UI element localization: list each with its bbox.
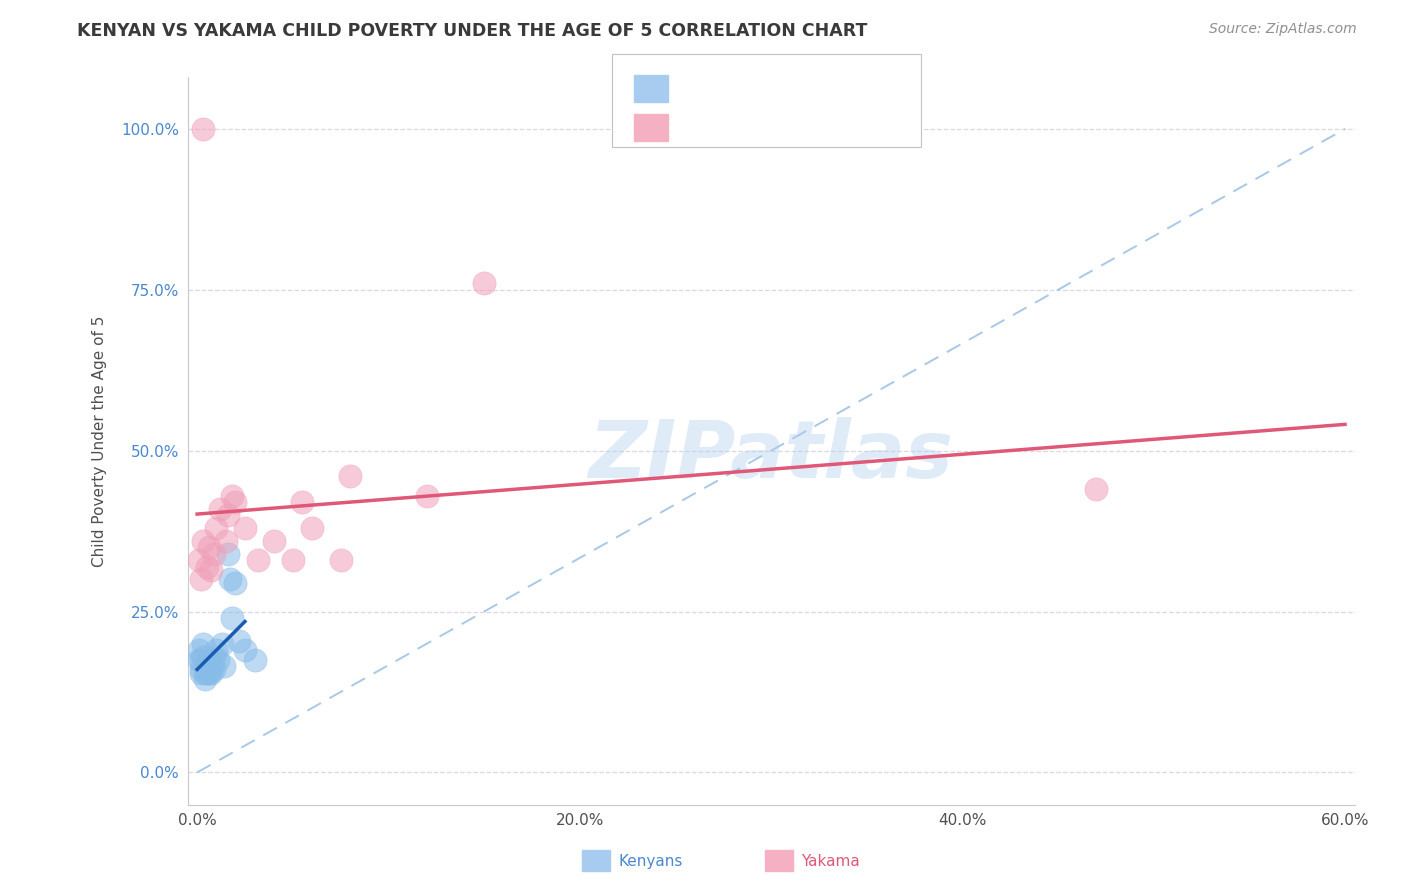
- Point: [202, 547, 225, 561]
- Point: [1085, 483, 1108, 497]
- Point: [197, 540, 219, 554]
- Point: [188, 553, 211, 567]
- Point: [194, 665, 217, 680]
- Text: KENYAN VS YAKAMA CHILD POVERTY UNDER THE AGE OF 5 CORRELATION CHART: KENYAN VS YAKAMA CHILD POVERTY UNDER THE…: [77, 22, 868, 40]
- Point: [197, 665, 219, 680]
- Point: [472, 277, 495, 291]
- Point: [224, 575, 246, 590]
- Point: [215, 533, 238, 548]
- Text: ZIPatlas: ZIPatlas: [589, 417, 953, 494]
- Point: [188, 643, 211, 657]
- Point: [212, 659, 235, 673]
- Point: [233, 643, 256, 657]
- Point: [301, 521, 323, 535]
- Point: [200, 659, 222, 673]
- Point: [195, 665, 218, 680]
- Y-axis label: Child Poverty Under the Age of 5: Child Poverty Under the Age of 5: [93, 316, 107, 566]
- Point: [188, 653, 211, 667]
- Point: [415, 489, 437, 503]
- Point: [195, 656, 218, 670]
- Text: Yakama: Yakama: [801, 855, 860, 869]
- Text: R =  0.187    N = 30: R = 0.187 N = 30: [683, 79, 880, 97]
- Point: [200, 665, 222, 680]
- Text: R =  0.288    N = 25: R = 0.288 N = 25: [683, 119, 880, 136]
- Point: [221, 489, 243, 503]
- Point: [228, 633, 250, 648]
- Point: [243, 653, 266, 667]
- Point: [211, 637, 233, 651]
- Point: [195, 663, 218, 677]
- Point: [205, 643, 228, 657]
- Point: [191, 533, 214, 548]
- Point: [217, 508, 239, 522]
- Point: [291, 495, 314, 509]
- Point: [201, 659, 224, 673]
- Point: [263, 533, 285, 548]
- Point: [233, 521, 256, 535]
- Point: [200, 563, 222, 577]
- Point: [194, 672, 217, 686]
- Point: [202, 663, 225, 677]
- Point: [209, 501, 232, 516]
- Point: [191, 637, 214, 651]
- Point: [197, 653, 219, 667]
- Point: [191, 122, 214, 136]
- Text: Kenyans: Kenyans: [619, 855, 683, 869]
- Text: Source: ZipAtlas.com: Source: ZipAtlas.com: [1209, 22, 1357, 37]
- Point: [190, 573, 212, 587]
- Point: [195, 559, 218, 574]
- Point: [339, 469, 361, 483]
- Point: [224, 495, 246, 509]
- Point: [191, 649, 214, 664]
- Point: [247, 553, 270, 567]
- Point: [217, 547, 239, 561]
- Point: [218, 573, 240, 587]
- Point: [221, 611, 243, 625]
- Point: [190, 653, 212, 667]
- Point: [202, 649, 225, 664]
- Point: [190, 663, 212, 677]
- Point: [281, 553, 304, 567]
- Point: [329, 553, 352, 567]
- Point: [205, 521, 228, 535]
- Point: [207, 653, 229, 667]
- Point: [190, 665, 212, 680]
